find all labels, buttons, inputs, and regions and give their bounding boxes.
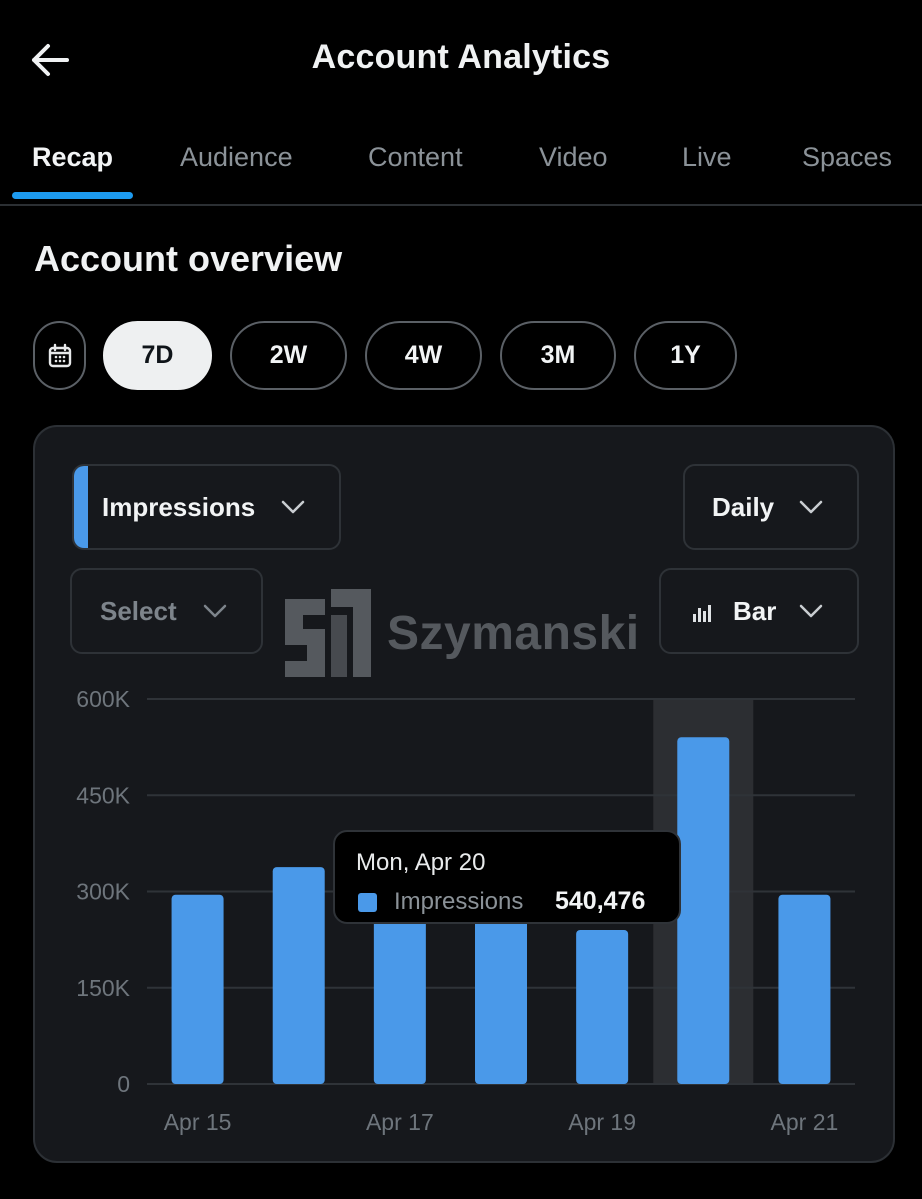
tab-spaces[interactable]: Spaces [802,141,893,172]
active-tab-indicator [12,192,133,199]
range-4w-button[interactable]: 4W [365,321,482,390]
tab-live[interactable]: Live [682,141,732,172]
arrow-left-icon [32,44,69,76]
chart-type-label: Bar [733,595,777,626]
tooltip-series-swatch [358,893,377,912]
range-2w-button[interactable]: 2W [230,321,347,390]
x-tick-label: Apr 15 [164,1109,232,1135]
chevron-down-icon [281,500,305,514]
chevron-down-icon [203,604,227,618]
bar-chart-icon [693,605,711,622]
back-button[interactable] [28,38,72,82]
bar-chart: 600K 450K 300K 150K 0 Apr 15 Apr 17 Apr 19 Apr 2… [76,686,855,1135]
chevron-down-icon [799,500,823,514]
y-tick-label: 0 [117,1071,130,1097]
analytics-card: 600K 450K 300K 150K 0 Apr 15 Apr 17 Apr 19 Apr 2… [33,425,895,1163]
impressions-chart: 600K 450K 300K 150K 0 Apr 15 Apr 17 Apr 19 Apr 2… [35,427,897,1165]
calendar-button[interactable] [33,321,86,390]
section-title: Account overview [34,238,343,279]
x-tick-label: Apr 19 [568,1109,636,1135]
bar [475,915,527,1084]
x-tick-label: Apr 21 [771,1109,839,1135]
compare-label: Select [100,595,177,626]
compare-dropdown[interactable]: Select [70,568,263,654]
calendar-icon [48,343,71,367]
interval-label: Daily [712,491,775,522]
bar [373,901,426,1084]
tab-video[interactable]: Video [539,141,608,172]
y-tick-label: 300K [76,879,130,905]
range-3m-button[interactable]: 3M [500,321,616,390]
tab-bar: Recap Audience Content Video Live Spaces [0,120,922,206]
y-tick-label: 150K [76,975,130,1001]
metric-dropdown[interactable]: Impressions [72,464,341,550]
tab-audience[interactable]: Audience [180,141,293,172]
chevron-down-icon [799,604,823,618]
chart-tooltip: Mon, Apr 20 Impressions 540,476 [333,830,681,924]
x-tick-label: Apr 17 [366,1109,434,1135]
metric-label: Impressions [102,491,256,522]
interval-dropdown[interactable]: Daily [683,464,859,550]
bar [576,930,629,1084]
bar [272,867,325,1084]
tooltip-value: 540,476 [555,887,646,915]
tab-content[interactable]: Content [368,141,463,172]
y-tick-label: 450K [76,782,130,808]
metric-color-indicator [74,466,88,548]
watermark-text: Szymanski [387,606,640,660]
tooltip-date: Mon, Apr 20 [356,849,486,876]
bar [778,894,831,1084]
tab-recap[interactable]: Recap [32,141,114,172]
y-tick-label: 600K [76,686,130,712]
bar [171,894,224,1084]
range-7d-button[interactable]: 7D [103,321,212,390]
bar [677,737,730,1084]
range-1y-button[interactable]: 1Y [634,321,737,390]
header: Account Analytics [0,0,922,120]
tooltip-series-label: Impressions [394,888,524,915]
chart-type-dropdown[interactable]: Bar [659,568,859,654]
watermark-logo-icon [285,589,371,677]
watermark: Szymanski [285,589,640,677]
page-title: Account Analytics [311,38,611,76]
